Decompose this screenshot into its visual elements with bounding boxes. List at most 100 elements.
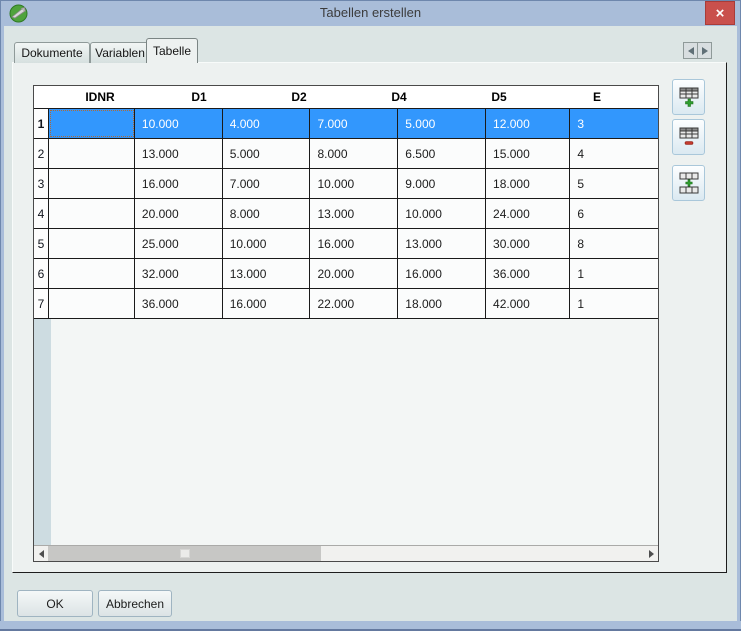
cell-d4[interactable]: 7.000 [310, 109, 399, 138]
column-header-d2[interactable]: D2 [291, 90, 307, 104]
arrow-right-icon [648, 549, 654, 558]
tab-scroll-right-button[interactable] [697, 42, 712, 59]
scroll-right-button[interactable] [644, 546, 658, 561]
table-row[interactable]: 4 20.000 8.000 13.000 10.000 24.000 6 [34, 199, 658, 229]
cell-e[interactable]: 12.000 [486, 109, 571, 138]
cell-clipped[interactable]: 8 [577, 236, 585, 251]
scrollbar-thumb[interactable] [48, 546, 321, 561]
cell-idnr[interactable] [49, 169, 135, 198]
cell-e[interactable]: 18.000 [486, 169, 571, 198]
cell-clipped[interactable]: 6 [577, 206, 585, 221]
cell-clipped[interactable]: 3 [570, 109, 658, 138]
tab-scroller [683, 42, 712, 59]
scrollbar-gripper [179, 549, 190, 558]
insert-row-button[interactable] [672, 165, 705, 201]
cell-idnr[interactable] [49, 229, 135, 258]
table-row[interactable]: 3 16.000 7.000 10.000 9.000 18.000 5 [34, 169, 658, 199]
cell-d1[interactable]: 36.000 [135, 289, 223, 318]
cell-d4[interactable]: 8.000 [310, 139, 399, 168]
cell-d2[interactable]: 4.000 [222, 109, 311, 138]
column-header-idnr[interactable]: IDNR [85, 90, 115, 104]
row-header[interactable]: 7 [34, 289, 49, 318]
tab-tabelle[interactable]: Tabelle [146, 38, 198, 63]
tab-dokumente[interactable]: Dokumente [14, 42, 90, 63]
row-header-gutter [34, 319, 51, 545]
cell-e[interactable]: 42.000 [486, 289, 571, 318]
cell-idnr[interactable] [49, 199, 135, 228]
titlebar[interactable]: Tabellen erstellen × [1, 1, 740, 26]
cell-d5[interactable]: 6.500 [398, 139, 487, 168]
tab-label: Variablen [95, 46, 145, 60]
cell-idnr[interactable] [49, 289, 135, 318]
cell-d1[interactable]: 16.000 [135, 169, 223, 198]
cell-d4[interactable]: 10.000 [310, 169, 399, 198]
horizontal-scrollbar[interactable] [34, 545, 658, 561]
add-row-button[interactable] [672, 79, 705, 115]
cell-d1[interactable]: 13.000 [135, 139, 223, 168]
cell-d5[interactable]: 16.000 [398, 259, 487, 288]
cancel-button[interactable]: Abbrechen [98, 590, 172, 617]
table-header-row: IDNR D1 D2 D4 D5 E [34, 86, 658, 109]
row-header[interactable]: 5 [34, 229, 49, 258]
cell-idnr[interactable] [49, 139, 135, 168]
data-grid: IDNR D1 D2 D4 D5 E 1 10.000 4.000 7.000 [34, 86, 658, 319]
window-bottom-border [0, 621, 741, 631]
row-header[interactable]: 4 [34, 199, 49, 228]
cell-e[interactable]: 24.000 [486, 199, 571, 228]
cell-d2[interactable]: 13.000 [223, 259, 311, 288]
app-icon [9, 4, 28, 23]
dialog-client: Dokumente Variablen Tabelle [4, 26, 737, 621]
column-header-e[interactable]: E [592, 90, 601, 104]
cell-e[interactable]: 36.000 [486, 259, 571, 288]
column-header-d4[interactable]: D4 [391, 90, 407, 104]
row-header[interactable]: 6 [34, 259, 49, 288]
cell-e[interactable]: 15.000 [486, 139, 571, 168]
cell-d2[interactable]: 16.000 [223, 289, 311, 318]
cell-d2[interactable]: 8.000 [223, 199, 311, 228]
scroll-left-button[interactable] [34, 546, 48, 561]
delete-row-button[interactable] [672, 119, 705, 155]
cell-d2[interactable]: 7.000 [223, 169, 311, 198]
table-add-icon [679, 87, 698, 107]
cell-d1[interactable]: 25.000 [135, 229, 223, 258]
table-view: IDNR D1 D2 D4 D5 E 1 10.000 4.000 7.000 [33, 85, 659, 562]
row-header[interactable]: 1 [34, 109, 49, 138]
table-row[interactable]: 5 25.000 10.000 16.000 13.000 30.000 8 [34, 229, 658, 259]
table-row[interactable]: 6 32.000 13.000 20.000 16.000 36.000 1 [34, 259, 658, 289]
cell-d5[interactable]: 18.000 [398, 289, 487, 318]
cell-d2[interactable]: 10.000 [223, 229, 311, 258]
row-header[interactable]: 2 [34, 139, 49, 168]
window-title: Tabellen erstellen [319, 5, 422, 20]
cell-d4[interactable]: 20.000 [310, 259, 399, 288]
close-button[interactable]: × [705, 1, 735, 25]
row-header[interactable]: 3 [34, 169, 49, 198]
cell-d5[interactable]: 9.000 [398, 169, 487, 198]
cell-clipped[interactable]: 5 [577, 176, 585, 191]
cell-d4[interactable]: 22.000 [310, 289, 399, 318]
cell-e[interactable]: 30.000 [486, 229, 571, 258]
cell-d5[interactable]: 10.000 [398, 199, 487, 228]
cell-d1[interactable]: 10.000 [134, 109, 223, 138]
table-row[interactable]: 7 36.000 16.000 22.000 18.000 42.000 1 [34, 289, 658, 319]
cell-d4[interactable]: 16.000 [310, 229, 399, 258]
cell-d1[interactable]: 32.000 [135, 259, 223, 288]
table-row[interactable]: 2 13.000 5.000 8.000 6.500 15.000 4 [34, 139, 658, 169]
cell-d5[interactable]: 13.000 [398, 229, 487, 258]
column-header-d5[interactable]: D5 [491, 90, 507, 104]
cell-idnr[interactable] [48, 109, 135, 138]
column-header-d1[interactable]: D1 [191, 90, 207, 104]
tab-scroll-left-button[interactable] [683, 42, 698, 59]
tab-variablen[interactable]: Variablen [90, 42, 150, 63]
table-delete-icon [679, 127, 698, 145]
cell-d5[interactable]: 5.000 [398, 109, 487, 138]
cell-idnr[interactable] [49, 259, 135, 288]
ok-button[interactable]: OK [17, 590, 93, 617]
table-row[interactable]: 1 10.000 4.000 7.000 5.000 12.000 3 [34, 109, 658, 139]
table-insert-row-icon [679, 172, 698, 194]
cell-clipped[interactable]: 4 [577, 146, 585, 161]
cell-d1[interactable]: 20.000 [135, 199, 223, 228]
cell-clipped[interactable]: 1 [577, 296, 585, 311]
cell-clipped[interactable]: 1 [577, 266, 585, 281]
cell-d2[interactable]: 5.000 [223, 139, 311, 168]
cell-d4[interactable]: 13.000 [310, 199, 399, 228]
